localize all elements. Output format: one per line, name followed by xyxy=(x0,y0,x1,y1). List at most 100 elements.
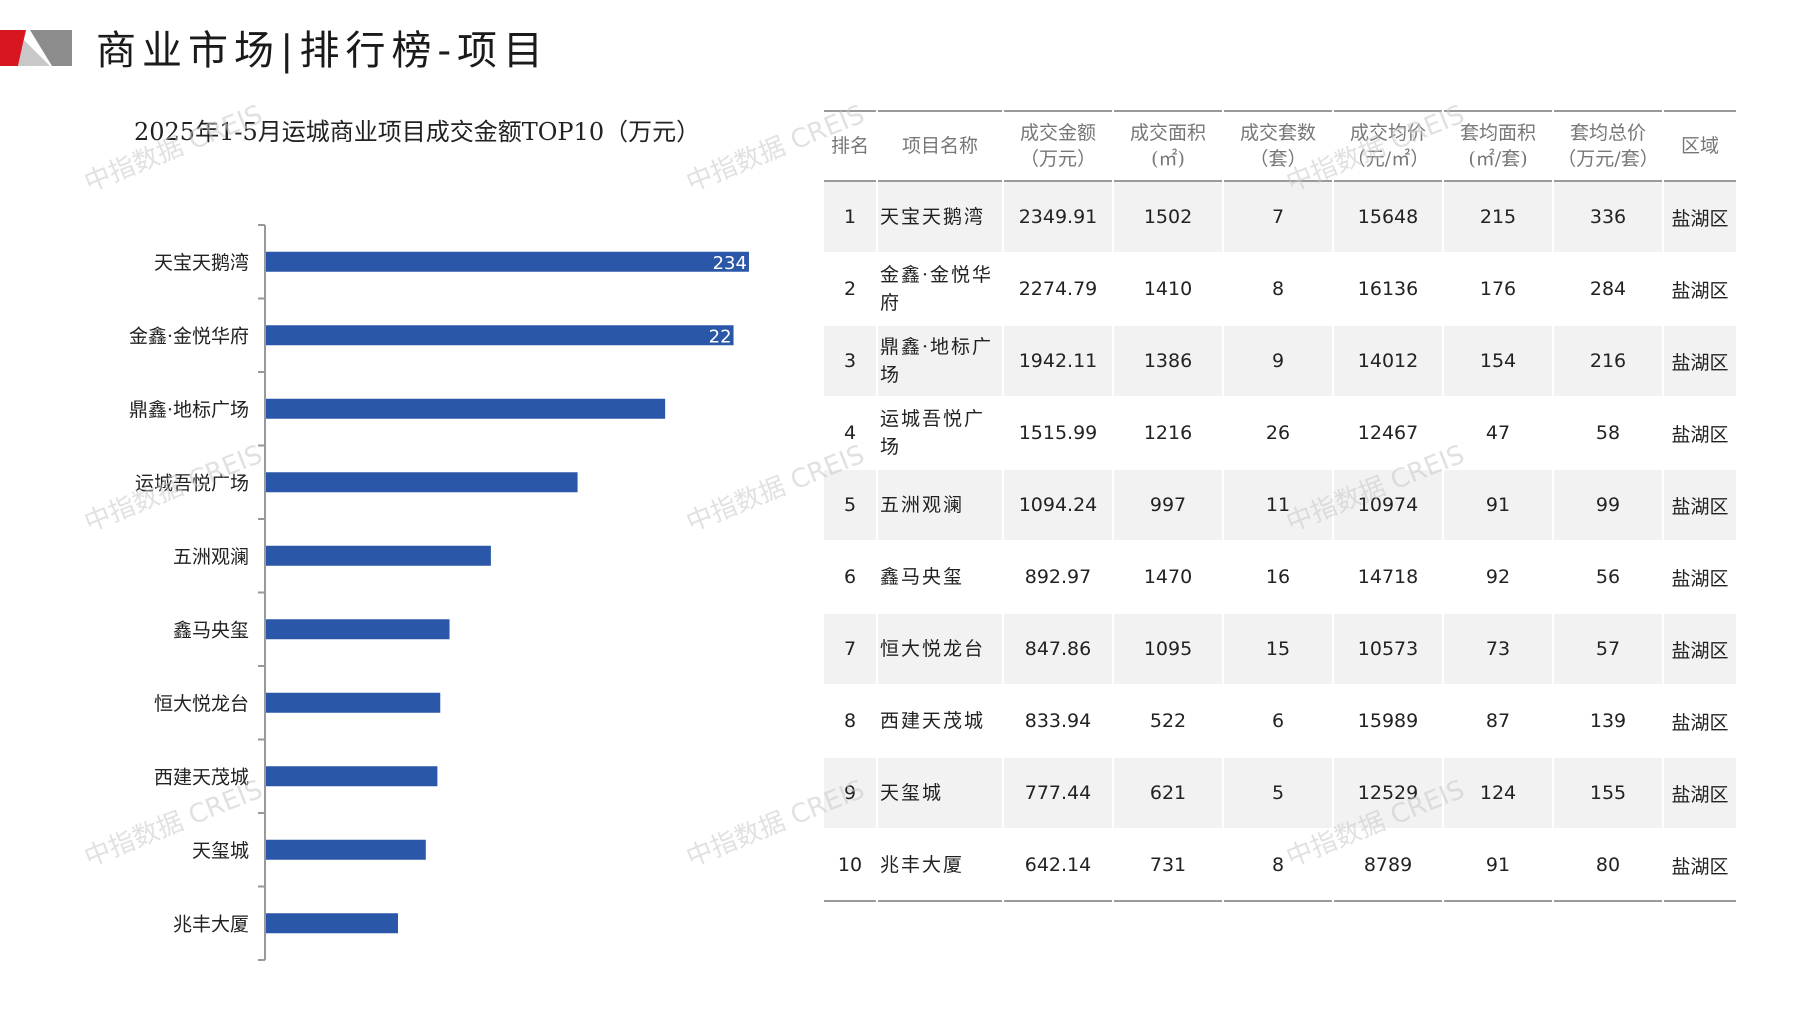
bar-7 xyxy=(266,692,441,713)
table-cell-price: 14012 xyxy=(1334,326,1442,398)
table-cell-amount: 2349.91 xyxy=(1004,182,1112,254)
table-cell-name: 恒大悦龙台 xyxy=(878,614,1002,686)
table-cell-avg-area: 154 xyxy=(1444,326,1552,398)
table-row: 10 兆丰大厦 642.14 731 8 8789 91 80 盐湖区 xyxy=(824,830,1736,902)
table-cell-avg-area: 73 xyxy=(1444,614,1552,686)
bar-2 xyxy=(266,325,734,346)
category-label: 金鑫·金悦华府 xyxy=(129,325,249,347)
table-cell-price: 10974 xyxy=(1334,470,1442,542)
bar-8 xyxy=(266,766,438,787)
table-cell-area: 621 xyxy=(1114,758,1222,830)
bar-10 xyxy=(266,913,398,934)
table-cell-units: 15 xyxy=(1224,614,1332,686)
table-cell-price: 15989 xyxy=(1334,686,1442,758)
table-cell-avg-total: 99 xyxy=(1554,470,1662,542)
table-row: 4 运城吾悦广场 1515.99 1216 26 12467 47 58 盐湖区 xyxy=(824,398,1736,470)
table-cell-price: 14718 xyxy=(1334,542,1442,614)
table-cell-amount: 2274.79 xyxy=(1004,254,1112,326)
chart-axis xyxy=(258,224,266,961)
table-cell-amount: 642.14 xyxy=(1004,830,1112,902)
table-cell-rank: 10 xyxy=(824,830,876,902)
table-cell-units: 9 xyxy=(1224,326,1332,398)
category-label: 鼎鑫·地标广场 xyxy=(129,399,249,421)
table-row: 5 五洲观澜 1094.24 997 11 10974 91 99 盐湖区 xyxy=(824,470,1736,542)
bar-3 xyxy=(266,398,666,419)
table-header-text: 区域 xyxy=(1680,135,1719,157)
table-cell-price: 16136 xyxy=(1334,254,1442,326)
category-label: 西建天茂城 xyxy=(154,766,249,788)
table-cell-rank: 9 xyxy=(824,758,876,830)
table-row: 6 鑫马央玺 892.97 1470 16 14718 92 56 盐湖区 xyxy=(824,542,1736,614)
table-cell-units: 5 xyxy=(1224,758,1332,830)
table-cell-region: 盐湖区 xyxy=(1664,182,1736,254)
table-cell-region: 盐湖区 xyxy=(1664,758,1736,830)
table-cell-region: 盐湖区 xyxy=(1664,686,1736,758)
table-cell-region: 盐湖区 xyxy=(1664,254,1736,326)
table-header-cell: 套均面积 (㎡/套) xyxy=(1444,110,1552,182)
table-header-text: 项目名称 xyxy=(901,135,978,157)
table-row: 7 恒大悦龙台 847.86 1095 15 10573 73 57 盐湖区 xyxy=(824,614,1736,686)
table-header-cell: 成交金额 （万元） xyxy=(1004,110,1112,182)
table-header-text: 成交面积 xyxy=(1129,122,1206,144)
logo-light-shape xyxy=(18,40,50,66)
brand-logo xyxy=(0,30,72,66)
table-cell-units: 26 xyxy=(1224,398,1332,470)
category-label: 运城吾悦广场 xyxy=(135,472,249,494)
table-header-cell: 成交均价 （元/㎡） xyxy=(1334,110,1442,182)
table-cell-amount: 1942.11 xyxy=(1004,326,1112,398)
category-label: 恒大悦龙台 xyxy=(154,693,249,715)
bar-9 xyxy=(266,839,426,860)
table-row: 8 西建天茂城 833.94 522 6 15989 87 139 盐湖区 xyxy=(824,686,1736,758)
table-cell-amount: 833.94 xyxy=(1004,686,1112,758)
table-header-cell: 排名 xyxy=(824,110,876,182)
table-cell-area: 1216 xyxy=(1114,398,1222,470)
category-label: 天宝天鹅湾 xyxy=(154,252,249,274)
data-label: 234 xyxy=(713,253,747,274)
table-cell-price: 8789 xyxy=(1334,830,1442,902)
table-cell-region: 盐湖区 xyxy=(1664,398,1736,470)
table-cell-units: 8 xyxy=(1224,254,1332,326)
logo-gray-shape xyxy=(30,30,72,66)
table-cell-units: 8 xyxy=(1224,830,1332,902)
table-row: 1 天宝天鹅湾 2349.91 1502 7 15648 215 336 盐湖区 xyxy=(824,182,1736,254)
table-cell-price: 15648 xyxy=(1334,182,1442,254)
table-cell-avg-total: 284 xyxy=(1554,254,1662,326)
table-header-text: （元/㎡） xyxy=(1346,148,1430,170)
table-cell-avg-total: 58 xyxy=(1554,398,1662,470)
table-cell-area: 1095 xyxy=(1114,614,1222,686)
table-cell-area: 1502 xyxy=(1114,182,1222,254)
chart-bars: 天宝天鹅湾 234 金鑫·金悦华府 22 鼎鑫·地标广场运城吾悦广场五洲观澜鑫马央玺恒大… xyxy=(129,251,749,935)
table-header-text: (㎡/套) xyxy=(1468,148,1528,170)
category-label: 五洲观澜 xyxy=(173,546,249,568)
table-cell-units: 7 xyxy=(1224,182,1332,254)
table-cell-amount: 892.97 xyxy=(1004,542,1112,614)
chart-title: 2025年1-5月运城商业项目成交金额TOP10（万元） xyxy=(134,118,701,146)
table-header-cell: 套均总价 （万元/套） xyxy=(1554,110,1662,182)
table-cell-name: 五洲观澜 xyxy=(878,470,1002,542)
table-row: 3 鼎鑫·地标广场 1942.11 1386 9 14012 154 216 盐湖区 xyxy=(824,326,1736,398)
table-cell-units: 16 xyxy=(1224,542,1332,614)
bar-chart: 天宝天鹅湾 234 金鑫·金悦华府 22 鼎鑫·地标广场运城吾悦广场五洲观澜鑫马央玺恒大… xyxy=(129,224,749,961)
table-header-text: 成交金额 xyxy=(1019,122,1096,144)
table-cell-region: 盐湖区 xyxy=(1664,542,1736,614)
table-cell-name: 金鑫·金悦华府 xyxy=(878,254,1002,326)
table-cell-amount: 777.44 xyxy=(1004,758,1112,830)
table-header-text: （万元） xyxy=(1019,148,1096,170)
table-header-text: 成交套数 xyxy=(1239,122,1316,144)
bar-1 xyxy=(266,251,749,272)
table-header-text: （万元/套） xyxy=(1557,148,1659,170)
table-cell-rank: 1 xyxy=(824,182,876,254)
table-cell-avg-total: 57 xyxy=(1554,614,1662,686)
table-cell-rank: 2 xyxy=(824,254,876,326)
table-cell-area: 1410 xyxy=(1114,254,1222,326)
table-cell-name: 鑫马央玺 xyxy=(878,542,1002,614)
table-header-cell: 项目名称 xyxy=(878,110,1002,182)
table-cell-avg-area: 215 xyxy=(1444,182,1552,254)
table-cell-amount: 1094.24 xyxy=(1004,470,1112,542)
table-header-row: 排名 项目名称 成交金额 （万元） 成交面积 (㎡) 成交套数 （套） 成交均价 （元/㎡） 套均面… xyxy=(824,110,1736,182)
table-cell-avg-total: 139 xyxy=(1554,686,1662,758)
table-cell-name: 天宝天鹅湾 xyxy=(878,182,1002,254)
table-body: 1 天宝天鹅湾 2349.91 1502 7 15648 215 336 盐湖区 2 金鑫·金悦华府… xyxy=(824,182,1736,902)
category-label: 兆丰大厦 xyxy=(173,913,249,935)
data-label: 22 xyxy=(709,326,732,347)
